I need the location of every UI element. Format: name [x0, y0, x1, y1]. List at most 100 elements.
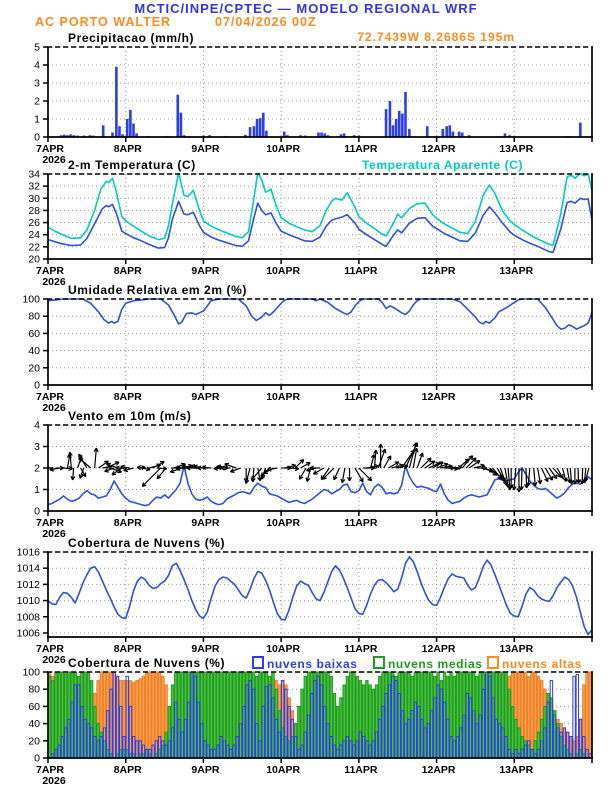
svg-text:20: 20	[28, 254, 40, 266]
svg-text:2026: 2026	[42, 528, 66, 540]
svg-text:1: 1	[34, 484, 40, 496]
svg-text:7APR: 7APR	[36, 517, 64, 529]
svg-text:11APR: 11APR	[344, 517, 378, 529]
svg-text:3: 3	[34, 78, 40, 90]
svg-text:9APR: 9APR	[191, 517, 219, 529]
svg-text:13APR: 13APR	[499, 265, 533, 277]
svg-text:1006: 1006	[17, 627, 41, 639]
svg-text:13APR: 13APR	[499, 643, 533, 655]
svg-text:80: 80	[28, 311, 40, 323]
legend-high-clouds-label: nuvens altas	[502, 657, 582, 671]
svg-text:22: 22	[28, 241, 40, 253]
svg-text:4: 4	[34, 60, 40, 72]
svg-text:4: 4	[34, 420, 40, 432]
svg-text:34: 34	[28, 169, 40, 181]
svg-text:12APR: 12APR	[422, 391, 456, 403]
svg-text:10APR: 10APR	[266, 517, 300, 529]
svg-text:11APR: 11APR	[344, 143, 378, 155]
svg-text:1008: 1008	[17, 611, 41, 623]
svg-text:12APR: 12APR	[422, 265, 456, 277]
svg-text:32: 32	[28, 181, 40, 193]
svg-text:7APR: 7APR	[36, 265, 64, 277]
svg-text:11APR: 11APR	[344, 391, 378, 403]
svg-text:1010: 1010	[17, 595, 41, 607]
svg-text:100: 100	[22, 294, 40, 306]
svg-text:20: 20	[28, 362, 40, 374]
legend-low-clouds-label: nuvens baixas	[267, 657, 358, 671]
svg-text:10APR: 10APR	[266, 143, 300, 155]
legend-mid-clouds: nuvens medias	[373, 656, 483, 671]
svg-text:10APR: 10APR	[266, 643, 300, 655]
svg-text:1: 1	[34, 114, 40, 126]
svg-text:26: 26	[28, 217, 40, 229]
svg-text:30: 30	[28, 193, 40, 205]
panel-wind-title: Vento em 10m (m/s)	[68, 409, 192, 423]
svg-text:8APR: 8APR	[114, 517, 142, 529]
svg-text:12APR: 12APR	[422, 517, 456, 529]
high-clouds-swatch-icon	[487, 656, 499, 669]
svg-text:9APR: 9APR	[191, 391, 219, 403]
svg-text:2026: 2026	[42, 654, 66, 666]
svg-text:24: 24	[28, 229, 40, 241]
svg-text:7APR: 7APR	[36, 764, 64, 776]
svg-text:40: 40	[28, 718, 40, 730]
svg-text:8APR: 8APR	[114, 391, 142, 403]
station-name: AC PORTO WALTER	[35, 15, 172, 29]
svg-text:7APR: 7APR	[36, 391, 64, 403]
apparent-temperature-legend: Temperatura Aparente (C)	[362, 158, 524, 172]
legend-high-clouds: nuvens altas	[487, 656, 582, 671]
legend-mid-clouds-label: nuvens medias	[388, 657, 483, 671]
svg-text:11APR: 11APR	[344, 643, 378, 655]
svg-text:8APR: 8APR	[114, 265, 142, 277]
svg-text:13APR: 13APR	[499, 764, 533, 776]
svg-text:10APR: 10APR	[266, 391, 300, 403]
svg-text:12APR: 12APR	[422, 143, 456, 155]
svg-text:13APR: 13APR	[499, 391, 533, 403]
panel-precipitation-title: Precipitacao (mm/h)	[68, 31, 195, 45]
svg-text:9APR: 9APR	[191, 265, 219, 277]
svg-text:11APR: 11APR	[344, 764, 378, 776]
svg-text:0: 0	[34, 753, 40, 765]
svg-text:9APR: 9APR	[191, 143, 219, 155]
svg-text:2026: 2026	[42, 775, 66, 787]
svg-text:0: 0	[34, 506, 40, 518]
svg-text:100: 100	[22, 667, 40, 679]
svg-text:80: 80	[28, 684, 40, 696]
svg-text:10APR: 10APR	[266, 764, 300, 776]
svg-text:28: 28	[28, 205, 40, 217]
svg-text:1016: 1016	[17, 547, 41, 559]
svg-text:7APR: 7APR	[36, 643, 64, 655]
svg-text:5: 5	[34, 42, 40, 54]
svg-text:2: 2	[34, 96, 40, 108]
svg-text:9APR: 9APR	[191, 643, 219, 655]
svg-text:0: 0	[34, 132, 40, 144]
svg-text:8APR: 8APR	[114, 764, 142, 776]
run-datetime: 07/04/2026 00Z	[215, 15, 317, 29]
page-title: MCTIC/INPE/CPTEC — MODELO REGIONAL WRF	[134, 1, 478, 16]
svg-text:60: 60	[28, 701, 40, 713]
panel-temperature-title: 2-m Temperatura (C)	[68, 158, 196, 172]
panel-humidity-title: Umidade Relativa em 2m (%)	[68, 283, 247, 297]
svg-text:1014: 1014	[17, 563, 41, 575]
svg-text:20: 20	[28, 735, 40, 747]
mid-clouds-swatch-icon	[373, 656, 385, 669]
svg-text:2026: 2026	[42, 276, 66, 288]
svg-text:8APR: 8APR	[114, 143, 142, 155]
svg-text:12APR: 12APR	[422, 764, 456, 776]
svg-text:13APR: 13APR	[499, 517, 533, 529]
svg-text:1012: 1012	[17, 579, 41, 591]
svg-text:13APR: 13APR	[499, 143, 533, 155]
svg-text:8APR: 8APR	[114, 643, 142, 655]
panel-pressure-title: Cobertura de Nuvens (%)	[68, 536, 226, 550]
svg-text:12APR: 12APR	[422, 643, 456, 655]
svg-text:9APR: 9APR	[191, 764, 219, 776]
station-coordinates: 72.7439W 8.2686S 195m	[357, 30, 515, 44]
low-clouds-swatch-icon	[252, 656, 264, 669]
